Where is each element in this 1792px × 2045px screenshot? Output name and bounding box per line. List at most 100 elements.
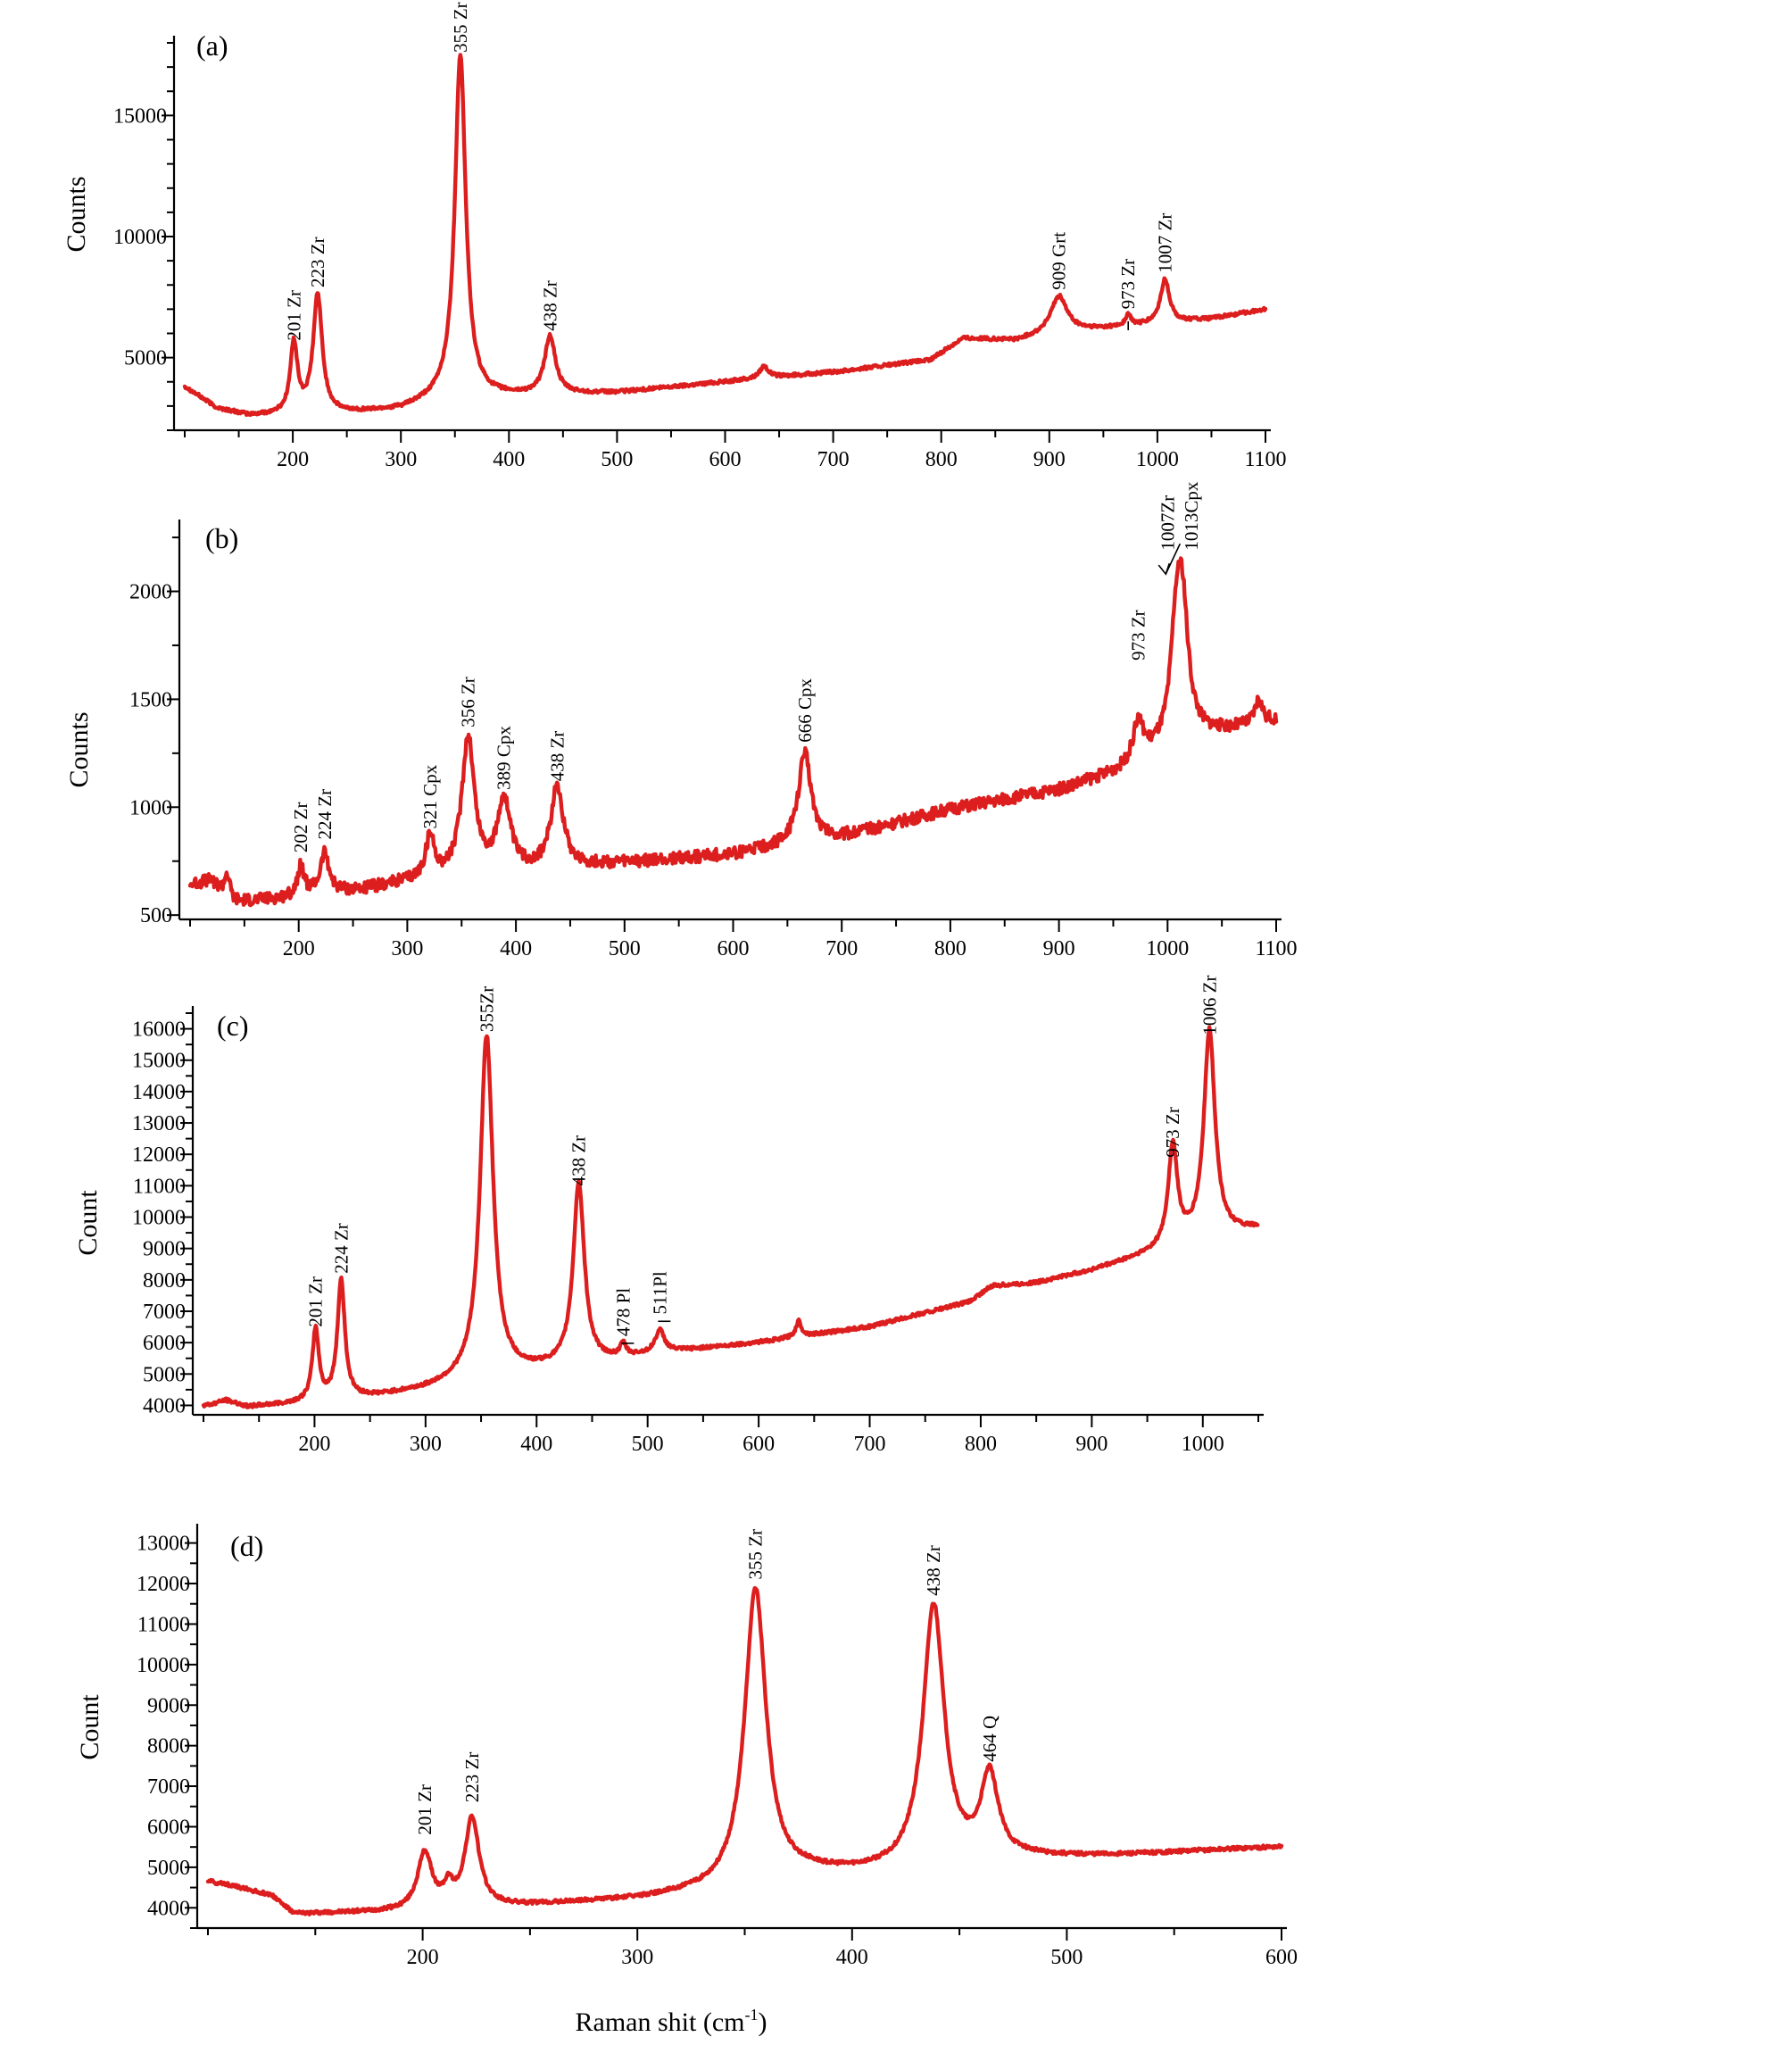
y-tick-label: 10000 — [132, 1207, 186, 1230]
peak-label: 201 Zr — [305, 1276, 327, 1327]
peak-label: 389 Cpx — [494, 726, 515, 790]
y-tick-label: 12000 — [132, 1143, 186, 1167]
peak-label: 355 Zr — [450, 2, 471, 53]
y-tick-label: 11000 — [137, 1613, 190, 1636]
peak-label: 973 Zr — [1162, 1107, 1183, 1158]
x-axis-label-superscript: -1 — [744, 2006, 758, 2024]
x-tick-label: 600 — [743, 1433, 775, 1456]
y-tick-label: 16000 — [132, 1018, 186, 1042]
peak-label: 1013Cpx — [1181, 481, 1202, 551]
peak-label: 201 Zr — [414, 1784, 436, 1835]
peak-label: 478 Pl — [612, 1288, 634, 1336]
peak-label: 973 Zr — [1117, 259, 1139, 310]
x-tick-label: 1100 — [1255, 937, 1297, 960]
y-tick-label: 6000 — [147, 1816, 190, 1839]
x-tick-label: 300 — [385, 448, 417, 471]
peak-label: 1007 Zr — [1154, 213, 1175, 273]
x-tick-label: 800 — [965, 1433, 997, 1456]
panel-label: (a) — [196, 29, 228, 62]
peak-label: 355 Zr — [745, 1529, 767, 1580]
plot-area: 200 300 400 500 600 700 800 900 1000 4000 5000 6000… — [132, 976, 1264, 1456]
x-axis-label: Raman shit (cm-1) — [576, 2006, 767, 2037]
x-tick-label: 900 — [1043, 937, 1075, 960]
panel-b: (b) Counts 200 300 400 500 600 700 800 900 1000 1… — [64, 481, 1298, 960]
x-tick-label: 1100 — [1244, 448, 1286, 471]
peak-label: 438 Zr — [923, 1545, 944, 1596]
y-tick-label: 15000 — [113, 104, 167, 128]
y-tick-label: 8000 — [143, 1269, 186, 1293]
y-tick-label: 5000 — [147, 1857, 190, 1880]
y-tick-label: 10000 — [137, 1654, 190, 1677]
x-tick-label: 200 — [283, 937, 315, 960]
y-tick-label: 5000 — [143, 1363, 186, 1386]
peak-label: 223 Zr — [461, 1752, 483, 1803]
y-tick-label: 8000 — [147, 1735, 190, 1758]
y-tick-label: 5000 — [124, 347, 167, 370]
y-tick-label: 11000 — [133, 1175, 186, 1198]
x-tick-label: 700 — [817, 448, 850, 471]
y-tick-label: 15000 — [132, 1050, 186, 1073]
x-tick-label: 700 — [825, 937, 858, 960]
x-tick-label: 600 — [718, 937, 750, 960]
x-tick-label: 600 — [1265, 1946, 1298, 1969]
peak-label: 973 Zr — [1127, 610, 1149, 661]
peak-label: 201 Zr — [283, 290, 304, 341]
y-tick-label: 10000 — [113, 226, 167, 249]
x-tick-label: 400 — [520, 1433, 552, 1456]
panel-d: (d) Count 200 300 400 500 600 4000 5000 6000 700… — [75, 1524, 1298, 1969]
peak-label: 202 Zr — [290, 802, 311, 853]
peak-label: 356 Zr — [458, 677, 479, 727]
x-tick-label: 200 — [277, 448, 309, 471]
x-tick-label: 500 — [1050, 1946, 1083, 1969]
x-axis-label-close: ) — [758, 2008, 767, 2037]
y-tick-label: 2000 — [129, 581, 172, 604]
y-tick-label: 13000 — [132, 1112, 186, 1135]
x-tick-label: 900 — [1075, 1433, 1108, 1456]
plot-area: 200 300 400 500 600 4000 5000 6000 7000 8000 9000 1… — [137, 1524, 1298, 1969]
plot-area: 200 300 400 500 600 700 800 900 1000 1100 5000 1000… — [113, 2, 1287, 471]
y-axis-label: Count — [73, 1190, 103, 1256]
spectrum-line — [201, 1025, 1260, 1409]
peak-label: 438 Zr — [546, 731, 568, 782]
peak-label: 223 Zr — [307, 237, 328, 287]
peak-label: 355Zr — [476, 986, 497, 1032]
x-axis-label-main: Raman shit (cm — [576, 2008, 745, 2037]
spectrum-line — [182, 53, 1268, 418]
y-tick-label: 7000 — [147, 1775, 190, 1799]
peak-label: 511Pl — [649, 1271, 670, 1314]
peak-label: 438 Zr — [568, 1135, 590, 1186]
y-tick-label: 500 — [140, 904, 172, 927]
x-tick-label: 300 — [410, 1433, 442, 1456]
x-tick-label: 700 — [854, 1433, 886, 1456]
x-tick-label: 400 — [836, 1946, 868, 1969]
peak-label: 464 Q — [979, 1716, 1000, 1762]
y-tick-label: 7000 — [143, 1301, 186, 1324]
x-tick-label: 200 — [298, 1433, 330, 1456]
peak-label: 438 Zr — [539, 280, 560, 331]
x-tick-label: 1000 — [1146, 937, 1189, 960]
x-tick-label: 300 — [621, 1946, 653, 1969]
x-tick-label: 600 — [709, 448, 742, 471]
y-tick-label: 9000 — [143, 1238, 186, 1261]
panel-label: (b) — [205, 522, 238, 554]
x-tick-label: 1000 — [1182, 1433, 1224, 1456]
spectrum-line — [205, 1585, 1284, 1916]
y-tick-label: 14000 — [132, 1081, 186, 1104]
peak-label: 224 Zr — [314, 789, 336, 840]
x-tick-label: 500 — [609, 937, 641, 960]
y-tick-label: 1500 — [129, 688, 172, 711]
x-tick-label: 500 — [632, 1433, 664, 1456]
y-tick-label: 4000 — [147, 1897, 190, 1920]
y-tick-label: 9000 — [147, 1694, 190, 1717]
x-tick-label: 300 — [391, 937, 423, 960]
x-tick-label: 900 — [1033, 448, 1066, 471]
x-tick-label: 400 — [493, 448, 525, 471]
panel-c: (c) Count 200 300 400 500 600 700 800 900 1000 40… — [73, 976, 1264, 1456]
plot-area: 200 300 400 500 600 700 800 900 1000 1100 500 1000 1… — [129, 481, 1298, 960]
y-tick-label: 4000 — [143, 1394, 186, 1417]
x-tick-label: 200 — [407, 1946, 439, 1969]
peak-label: 1006 Zr — [1199, 976, 1220, 1035]
y-tick-label: 6000 — [143, 1332, 186, 1355]
x-tick-label: 800 — [925, 448, 958, 471]
x-tick-label: 500 — [601, 448, 633, 471]
